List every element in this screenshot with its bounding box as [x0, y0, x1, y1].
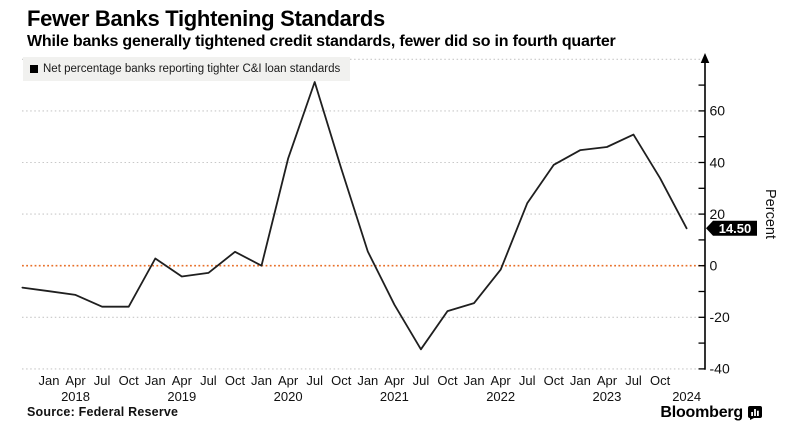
x-tick-label: Apr: [491, 373, 512, 388]
x-tick-label: Jul: [200, 373, 217, 388]
series-line: [21, 81, 688, 351]
year-label: 2021: [380, 389, 409, 404]
year-label: 2020: [274, 389, 303, 404]
y-tick-label: 60: [710, 103, 726, 119]
year-label: 2022: [486, 389, 515, 404]
brand-text: Bloomberg: [660, 404, 743, 421]
x-tick-label: Jul: [625, 373, 642, 388]
y-tick-label: 20: [710, 206, 726, 222]
x-tick-label: Jan: [357, 373, 378, 388]
page-subtitle: While banks generally tightened credit s…: [27, 33, 616, 50]
x-tick-label: Oct: [650, 373, 671, 388]
year-label: 2018: [61, 389, 90, 404]
year-label: 2023: [592, 389, 621, 404]
y-tick-label: -20: [710, 309, 730, 325]
x-tick-label: Oct: [544, 373, 565, 388]
x-tick-label: Oct: [437, 373, 458, 388]
x-tick-label: Apr: [65, 373, 86, 388]
y-tick-label: -40: [710, 361, 730, 377]
x-tick-label: Jul: [519, 373, 536, 388]
x-tick-label: Jan: [251, 373, 272, 388]
year-label: 2024: [672, 389, 701, 404]
y-axis-title: Percent: [762, 189, 778, 239]
x-tick-label: Apr: [278, 373, 299, 388]
legend-label: Net percentage banks reporting tighter C…: [43, 63, 341, 75]
y-tick-label: 40: [710, 154, 726, 170]
x-tick-label: Jul: [413, 373, 430, 388]
x-tick-label: Oct: [225, 373, 246, 388]
legend: Net percentage banks reporting tighter C…: [23, 57, 351, 81]
x-tick-label: Apr: [384, 373, 405, 388]
x-tick-label: Oct: [119, 373, 140, 388]
x-tick-label: Oct: [331, 373, 352, 388]
x-tick-label: Jul: [94, 373, 111, 388]
x-tick-label: Apr: [597, 373, 618, 388]
legend-swatch-icon: [30, 65, 38, 73]
x-tick-label: Jan: [570, 373, 591, 388]
x-tick-label: Jan: [145, 373, 166, 388]
last-value-badge-label: 14.50: [719, 221, 752, 236]
y-tick-label: 0: [710, 258, 718, 274]
year-label: 2019: [167, 389, 196, 404]
bar-chart-icon: [748, 406, 762, 420]
last-value-badge: [706, 220, 757, 236]
page-title: Fewer Banks Tightening Standards: [27, 6, 385, 31]
x-tick-label: Jan: [464, 373, 485, 388]
x-tick-label: Jan: [38, 373, 59, 388]
source-note: Source: Federal Reserve: [27, 405, 179, 419]
x-tick-label: Jul: [306, 373, 323, 388]
bloomberg-logo: Bloomberg: [660, 404, 762, 422]
x-tick-label: Apr: [172, 373, 193, 388]
axis-arrow-icon: [700, 53, 710, 63]
